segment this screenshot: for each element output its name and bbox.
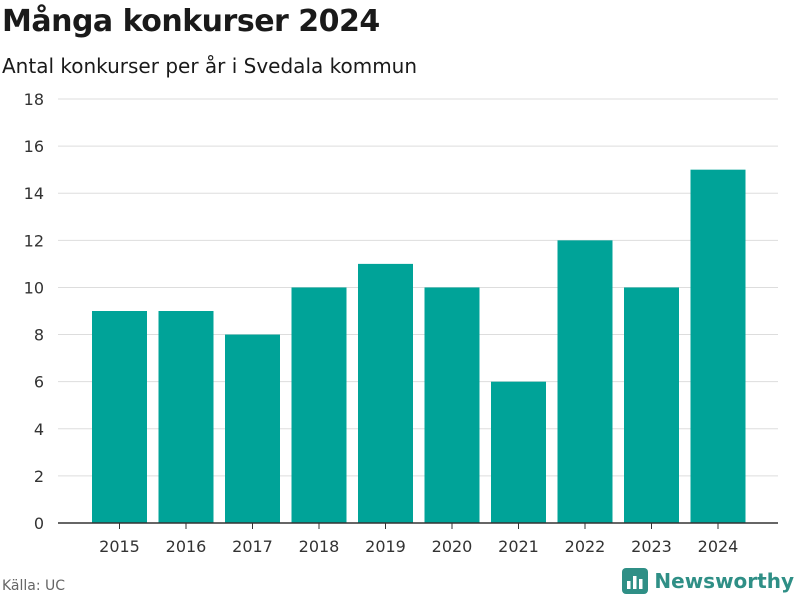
y-tick-label: 16: [24, 137, 44, 156]
bar-2019: [358, 263, 413, 523]
x-tick-label: 2016: [166, 537, 207, 556]
x-tick-label: 2017: [232, 537, 273, 556]
brand-name: Newsworthy: [654, 569, 794, 593]
y-tick-label: 0: [34, 514, 44, 533]
x-tick-label: 2022: [565, 537, 606, 556]
bars: [92, 169, 746, 524]
y-tick-label: 18: [24, 90, 44, 109]
bar-2021: [491, 381, 546, 523]
x-axis-ticks: 2015 2016 2017 2018 2019 2020 2021 2022 2023 2024: [99, 523, 738, 556]
source-note: Källa: UC: [2, 578, 66, 594]
bar-2017: [225, 334, 280, 523]
bar-2015: [92, 311, 147, 523]
bar-2023: [624, 287, 679, 523]
x-tick-label: 2021: [498, 537, 539, 556]
chart-subtitle: Antal konkurser per år i Svedala kommun: [2, 54, 418, 78]
chart-title: Många konkurser 2024: [2, 4, 380, 39]
bar-2020: [424, 287, 480, 523]
x-tick-label: 2018: [299, 537, 340, 556]
y-tick-label: 14: [24, 184, 44, 203]
bar-2016: [158, 311, 214, 523]
y-tick-label: 6: [34, 373, 44, 392]
brand-logo: Newsworthy: [622, 568, 794, 594]
bar-2024: [690, 169, 746, 523]
x-tick-label: 2023: [631, 537, 672, 556]
x-tick-label: 2020: [432, 537, 473, 556]
y-axis-ticks: 0 2 4 6 8 10 12 14 16 18: [24, 90, 44, 533]
y-tick-label: 12: [24, 231, 44, 250]
y-tick-label: 10: [24, 278, 44, 297]
x-tick-label: 2024: [698, 537, 739, 556]
y-tick-label: 8: [34, 326, 44, 345]
bar-2022: [557, 240, 613, 524]
bar-2018: [291, 287, 347, 523]
x-tick-label: 2015: [99, 537, 140, 556]
y-tick-label: 2: [34, 467, 44, 486]
bar-chart-icon: [622, 568, 649, 594]
y-tick-label: 4: [34, 420, 44, 439]
x-tick-label: 2019: [365, 537, 406, 556]
